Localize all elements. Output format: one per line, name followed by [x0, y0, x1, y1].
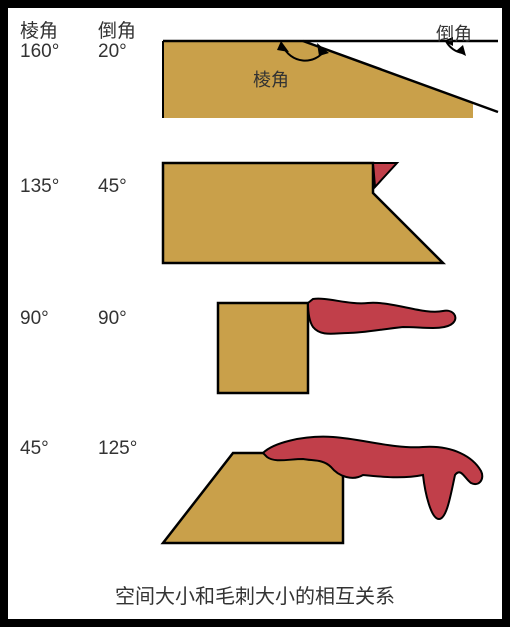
- row2-shape: [163, 163, 498, 273]
- row3-shape: [163, 298, 498, 398]
- row1-chamfer-angle: 20°: [98, 41, 127, 63]
- diagram-frame: 棱角 倒角 160° 20° 棱角 倒角 135° 45° 90° 90° 45…: [0, 0, 510, 627]
- header-chamfer-angle: 倒角: [98, 16, 136, 43]
- header-edge-angle: 棱角: [20, 16, 58, 43]
- row1-chamfer-label: 倒角: [436, 20, 472, 46]
- row3-edge-angle: 90°: [20, 308, 49, 330]
- row2-chamfer-angle: 45°: [98, 176, 127, 198]
- row3-chamfer-angle: 90°: [98, 308, 127, 330]
- caption: 空间大小和毛刺大小的相互关系: [8, 580, 502, 609]
- row4-edge-angle: 45°: [20, 438, 49, 460]
- row4-chamfer-angle: 125°: [98, 438, 137, 460]
- row1-edge-angle: 160°: [20, 41, 59, 63]
- row4-shape: [163, 428, 498, 558]
- row1-edge-label: 棱角: [253, 66, 289, 92]
- row2-edge-angle: 135°: [20, 176, 59, 198]
